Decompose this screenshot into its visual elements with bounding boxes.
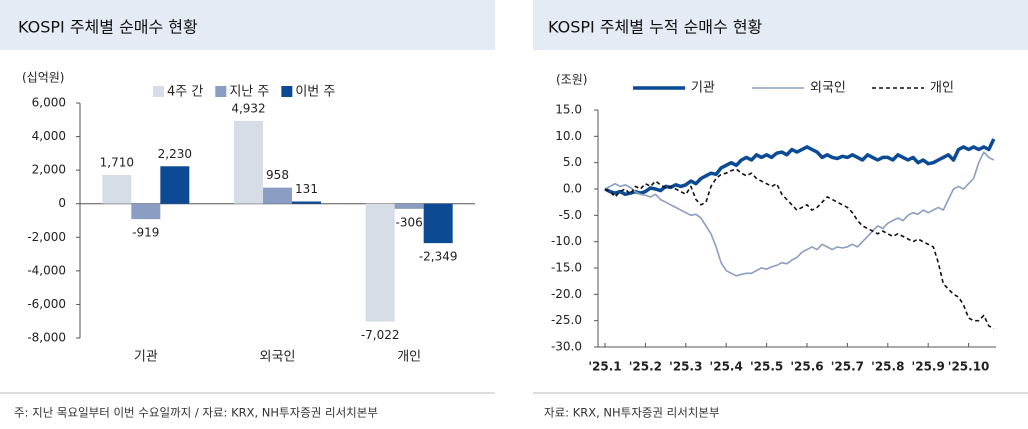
legend-label: 외국인: [810, 81, 846, 96]
x-tick-label: '25.9: [912, 360, 945, 374]
x-tick-label: 기관: [134, 350, 158, 365]
value-label: 4,932: [231, 101, 265, 115]
bar: [365, 203, 395, 322]
bar: [292, 201, 321, 204]
x-tick-label: 개인: [397, 350, 421, 365]
y-tick-label: -25.0: [551, 313, 582, 327]
x-tick-label: '25.2: [629, 360, 662, 374]
legend-label: 개인: [930, 81, 954, 96]
bar: [234, 120, 263, 204]
bar: [131, 203, 161, 220]
bar: [423, 203, 453, 244]
x-tick-label: '25.7: [831, 360, 864, 374]
value-label: 2,230: [158, 147, 192, 161]
header-bar: [533, 0, 1028, 50]
x-tick-label: '25.10: [948, 360, 990, 374]
y-tick-label: -4,000: [27, 263, 66, 277]
legend-label: 지난 주: [229, 85, 269, 100]
y-tick-label: -20.0: [551, 287, 582, 301]
footnote: 자료: KRX, NH투자증권 리서치본부: [544, 406, 720, 420]
x-tick-label: '25.1: [588, 360, 621, 374]
x-tick-label: '25.5: [750, 360, 783, 374]
y-tick-label: 6,000: [32, 96, 66, 110]
value-label: 1,710: [100, 156, 134, 170]
y-tick-label: -30.0: [551, 340, 582, 354]
x-tick-label: 외국인: [260, 350, 296, 365]
y-tick-label: -8,000: [27, 331, 66, 345]
x-tick-label: '25.6: [790, 360, 823, 374]
y-tick-label: 2,000: [32, 163, 66, 177]
y-tick-label: 0: [58, 196, 66, 210]
value-label: -7,022: [361, 328, 400, 342]
bar: [160, 166, 190, 204]
y-tick-label: -2,000: [27, 230, 66, 244]
unit-label: (조원): [556, 73, 587, 87]
y-tick-label: 0.0: [563, 182, 582, 196]
header-bar: [0, 0, 495, 50]
bar: [102, 175, 132, 204]
legend-swatch: [153, 86, 164, 97]
value-label: -2,349: [419, 250, 458, 264]
value-label: 131: [295, 182, 318, 196]
bar: [263, 187, 292, 204]
y-tick-label: 5.0: [563, 155, 582, 169]
footnote: 주: 지난 목요일부터 이번 수요일까지 / 자료: KRX, NH투자증권 리…: [14, 406, 378, 420]
value-label: -919: [132, 226, 159, 240]
y-tick-label: -5.0: [559, 208, 582, 222]
legend-swatch: [215, 86, 227, 97]
series-line: [604, 151, 995, 277]
y-tick-label: -10.0: [551, 234, 582, 248]
legend-label: 이번 주: [295, 85, 335, 100]
legend-label: 기관: [691, 81, 715, 96]
x-tick-label: '25.8: [871, 360, 904, 374]
legend-label: 4주 간: [167, 85, 203, 100]
value-label: -306: [396, 215, 423, 229]
y-tick-label: 10.0: [555, 129, 582, 143]
y-tick-label: -6,000: [27, 297, 66, 311]
value-label: 958: [266, 168, 289, 182]
y-tick-label: 4,000: [32, 129, 66, 143]
y-tick-label: 15.0: [555, 103, 582, 117]
y-tick-label: -15.0: [551, 261, 582, 275]
series-line: [604, 168, 995, 330]
unit-label: (십억원): [22, 71, 64, 85]
bar: [394, 203, 424, 209]
chart-title: KOSPI 주체별 순매수 현황: [18, 18, 198, 37]
x-tick-label: '25.3: [669, 360, 702, 374]
chart-title: KOSPI 주체별 누적 순매수 현황: [548, 18, 763, 37]
x-tick-label: '25.4: [710, 360, 743, 374]
legend-swatch: [281, 86, 293, 97]
